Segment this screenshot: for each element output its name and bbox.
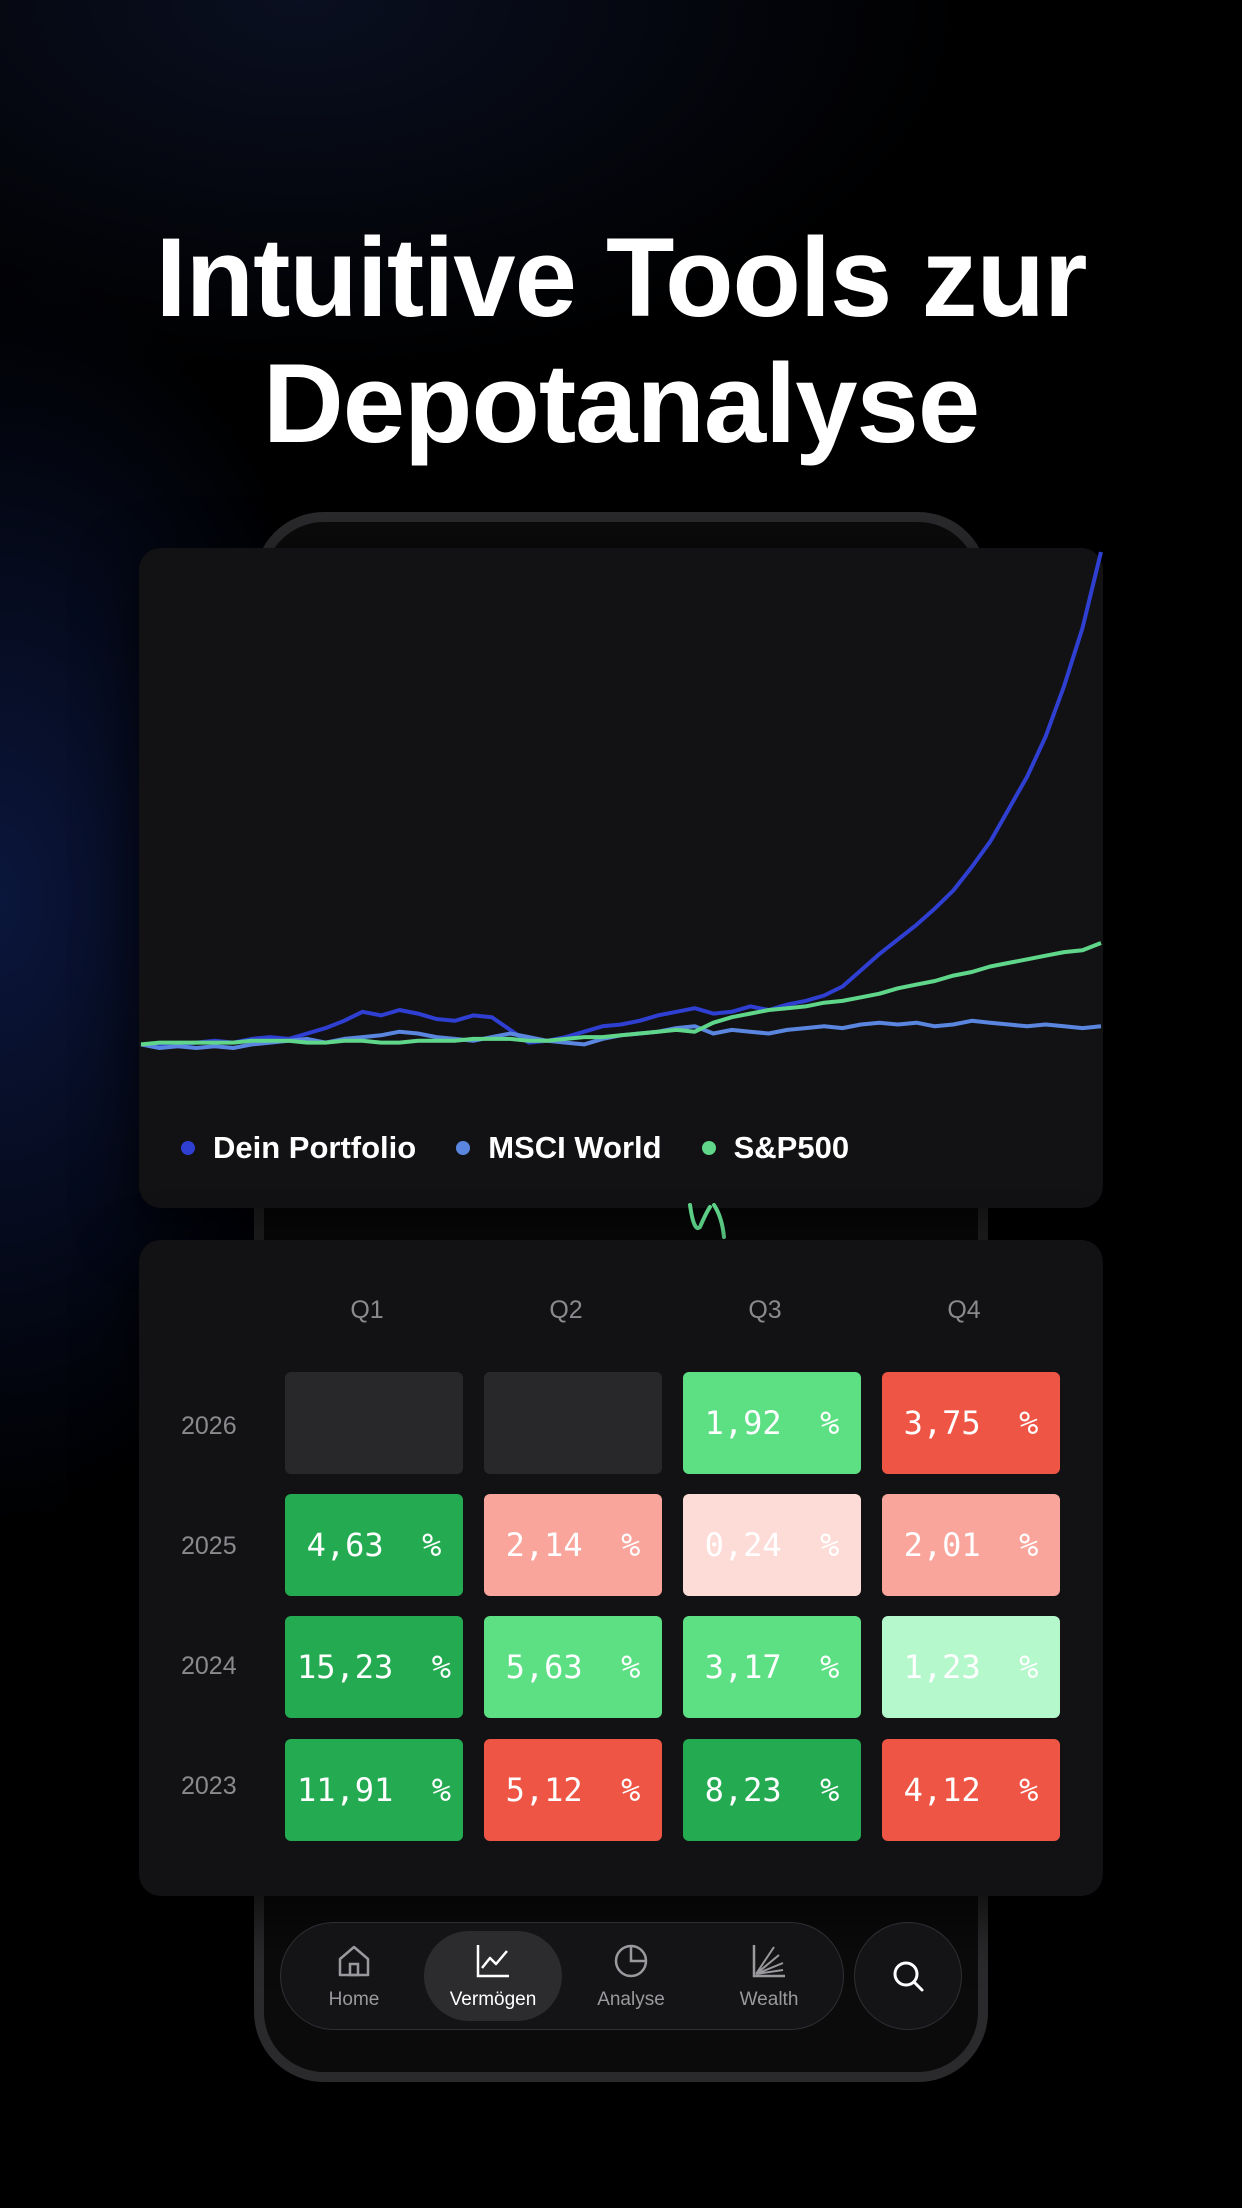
legend-dot-sp500 <box>701 1141 716 1155</box>
return-cell: 2,01 % <box>882 1494 1060 1596</box>
return-cell: 4,12 % <box>882 1739 1060 1841</box>
legend-item-portfolio: Dein Portfolio <box>181 1130 416 1166</box>
legend-dot-portfolio <box>181 1141 195 1155</box>
quarter-header-q4: Q4 <box>947 1296 981 1324</box>
quarterly-returns-card: Q1 Q2 Q3 Q4 2026 1,92 % 3,75 % 2025 4,63… <box>139 1240 1103 1896</box>
return-cell: 4,63 % <box>285 1494 463 1596</box>
nav-label-vermoegen: Vermögen <box>449 1989 537 2010</box>
wealth-chart-icon <box>752 1945 785 1978</box>
quarter-header-q1: Q1 <box>350 1296 384 1324</box>
page-headline: Intuitive Tools zur Depotanalyse <box>0 215 1242 467</box>
return-cell <box>285 1372 463 1474</box>
search-icon <box>893 1961 924 1992</box>
return-cell: 5,63 % <box>484 1616 662 1718</box>
legend-label-msci-world: MSCI World <box>488 1130 662 1165</box>
legend-label-sp500: S&P500 <box>733 1130 850 1165</box>
nav-item-vermoegen[interactable]: Vermögen <box>425 1923 561 2029</box>
background-chart-fragment <box>688 1203 726 1239</box>
return-cell: 3,75 % <box>882 1372 1060 1474</box>
return-cell: 2,14 % <box>484 1494 662 1596</box>
headline-line-1: Intuitive Tools zur <box>155 215 1088 341</box>
headline-line-2: Depotanalyse <box>262 341 980 467</box>
legend-label-portfolio: Dein Portfolio <box>213 1130 417 1165</box>
nav-item-analyse[interactable]: Analyse <box>563 1923 699 2029</box>
return-cell: 15,23 % <box>285 1616 463 1718</box>
return-cell <box>484 1372 662 1474</box>
nav-item-home[interactable]: Home <box>286 1923 422 2029</box>
home-icon <box>338 1945 370 1977</box>
year-label: 2026 <box>181 1412 237 1440</box>
return-cell: 0,24 % <box>683 1494 861 1596</box>
nav-label-analyse: Analyse <box>597 1989 665 2010</box>
bottom-nav-bar: Home Vermögen Analyse Wealth <box>280 1922 844 2030</box>
line-chart-icon <box>476 1945 509 1978</box>
series-line-dein-portfolio <box>140 551 1103 1049</box>
quarter-header-q2: Q2 <box>549 1296 583 1324</box>
return-cell: 8,23 % <box>683 1739 861 1841</box>
year-label: 2025 <box>181 1532 237 1560</box>
return-cell: 1,23 % <box>882 1616 1060 1718</box>
quarter-header-q3: Q3 <box>748 1296 782 1324</box>
nav-label-wealth: Wealth <box>739 1989 799 2010</box>
return-cell: 3,17 % <box>683 1616 861 1718</box>
year-label: 2024 <box>181 1652 237 1680</box>
return-cell: 5,12 % <box>484 1739 662 1841</box>
nav-label-home: Home <box>328 1989 380 2010</box>
chart-legend: Dein Portfolio MSCI World S&P500 <box>181 1130 889 1166</box>
performance-chart <box>140 551 1103 1050</box>
search-button[interactable] <box>854 1922 962 2030</box>
year-label: 2023 <box>181 1772 237 1800</box>
legend-dot-msci-world <box>456 1141 471 1155</box>
pie-chart-icon <box>614 1944 648 1978</box>
legend-item-sp500: S&P500 <box>701 1130 850 1166</box>
return-cell: 1,92 % <box>683 1372 861 1474</box>
legend-item-msci-world: MSCI World <box>456 1130 662 1166</box>
return-cell: 11,91 % <box>285 1739 463 1841</box>
series-line-s-p500 <box>140 941 1102 1047</box>
performance-chart-card: Dein Portfolio MSCI World S&P500 <box>139 548 1103 1208</box>
nav-item-wealth[interactable]: Wealth <box>701 1923 837 2029</box>
